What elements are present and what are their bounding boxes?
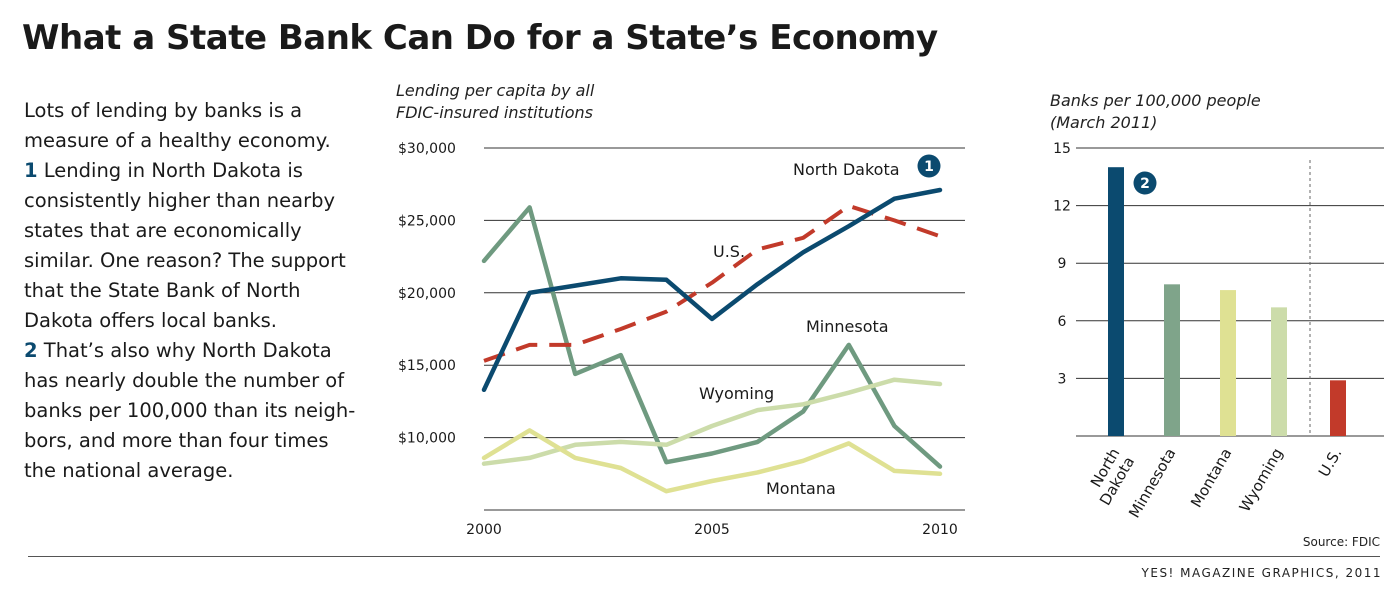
bar-chart-ytick-label: 12	[1053, 199, 1071, 215]
bar-chart-subtitle-line-2: (March 2011)	[1050, 113, 1158, 132]
line-chart-callout-number: 1	[924, 159, 934, 175]
line-chart-subtitle-line-2: FDIC-insured institutions	[396, 103, 593, 122]
line-chart-callout-circle	[917, 154, 941, 178]
bar-wyoming	[1271, 307, 1287, 436]
intro-line: the national average.	[24, 456, 364, 486]
bar-chart-ytick-label: 15	[1053, 141, 1071, 157]
line-chart-ytick-label: $10,000	[398, 431, 456, 447]
intro-line: states that are economically	[24, 216, 364, 246]
intro-callout-number: 2	[24, 339, 38, 362]
intro-line: Lots of lending by banks is a	[24, 96, 364, 126]
bar-chart-subtitle-line-1: Banks per 100,000 people	[1050, 91, 1261, 110]
line-chart-ytick-label: $15,000	[398, 358, 456, 374]
credit-line: YES! MAGAZINE GRAPHICS, 2011	[1141, 566, 1382, 580]
bar-chart-callout: 2	[1133, 171, 1157, 195]
series-label-montana: Montana	[766, 479, 836, 498]
line-series-minnesota	[481, 205, 943, 469]
intro-line-text: That’s also why North Dakota	[37, 339, 332, 362]
intro-line: banks per 100,000 than its neigh-	[24, 396, 364, 426]
bar-chart-callout-number: 2	[1140, 176, 1150, 192]
bar-category-label: NorthDakota	[1081, 445, 1138, 509]
bar-category-label-line: Minnesota	[1125, 445, 1179, 521]
intro-line-text: has nearly double the number of	[24, 369, 345, 392]
footer-divider	[28, 556, 1380, 557]
bar-category-label-line: Montana	[1187, 445, 1235, 511]
line-chart-subtitle-line-1: Lending per capita by all	[396, 81, 595, 100]
bar-category-label: U.S.	[1315, 445, 1346, 480]
intro-line-text: that the State Bank of North	[24, 279, 301, 302]
line-chart-ytick-label: $25,000	[398, 213, 456, 229]
line-chart-ytick-label: $30,000	[398, 141, 456, 157]
series-label-minnesota: Minnesota	[806, 317, 889, 336]
line-chart-xtick-label: 2000	[466, 522, 502, 538]
bar-chart-callout-circle	[1133, 171, 1157, 195]
bar-category-label: Minnesota	[1125, 445, 1179, 521]
intro-line-text: Dakota offers local banks.	[24, 309, 277, 332]
intro-line: consistently higher than nearby	[24, 186, 364, 216]
intro-line-text: bors, and more than four times	[24, 429, 329, 452]
bar-chart-subtitle: Banks per 100,000 people (March 2011)	[1050, 90, 1261, 134]
intro-line: bors, and more than four times	[24, 426, 364, 456]
bar-chart-ytick-label: 6	[1058, 314, 1067, 330]
source-note: Source: FDIC	[1302, 535, 1380, 549]
intro-line-text: consistently higher than nearby	[24, 189, 336, 212]
intro-line: Dakota offers local banks.	[24, 306, 364, 336]
intro-line-text: similar. One reason? The support	[24, 249, 346, 272]
line-chart-xtick-label: 2010	[922, 522, 958, 538]
page-title: What a State Bank Can Do for a State’s E…	[22, 18, 938, 58]
line-series-north-dakota	[481, 187, 943, 393]
intro-text: Lots of lending by banks is a measure of …	[24, 96, 364, 486]
series-label-us: U.S.	[713, 242, 745, 261]
intro-line: measure of a healthy economy.	[24, 126, 364, 156]
bar-minnesota	[1164, 284, 1180, 436]
intro-line-text: banks per 100,000 than its neigh-	[24, 399, 356, 422]
bar-category-label-line: U.S.	[1315, 445, 1346, 480]
intro-line: that the State Bank of North	[24, 276, 364, 306]
series-label-north-dakota: North Dakota	[793, 160, 900, 179]
bar-north-dakota	[1108, 167, 1124, 436]
intro-line-text: states that are economically	[24, 219, 302, 242]
series-label-wyoming: Wyoming	[699, 384, 774, 403]
line-series-u-s	[483, 203, 941, 363]
intro-line-text: measure of a healthy economy.	[24, 129, 331, 152]
line-chart-xtick-label: 2005	[694, 522, 730, 538]
bar-u-s	[1330, 380, 1346, 436]
line-chart-subtitle: Lending per capita by all FDIC-insured i…	[396, 80, 594, 124]
bar-montana	[1220, 290, 1236, 436]
bar-category-label: Wyoming	[1236, 445, 1287, 515]
line-chart-ytick-label: $20,000	[398, 286, 456, 302]
bar-category-label: Montana	[1187, 445, 1235, 511]
bar-category-label-line: Wyoming	[1236, 445, 1287, 515]
intro-callout-number: 1	[24, 159, 38, 182]
bar-chart-ytick-label: 9	[1058, 256, 1067, 272]
intro-line: 2 That’s also why North Dakota	[24, 336, 364, 366]
bar-chart-ytick-label: 3	[1058, 371, 1067, 387]
line-chart: $30,000 $25,000 $20,000 $15,000 $10,000 2000 2…	[398, 141, 965, 538]
intro-line: 1 Lending in North Dakota is	[24, 156, 364, 186]
intro-line-text: the national average.	[24, 459, 234, 482]
intro-line-text: Lending in North Dakota is	[37, 159, 303, 182]
intro-line-text: Lots of lending by banks is a	[24, 99, 303, 122]
intro-line: similar. One reason? The support	[24, 246, 364, 276]
intro-line: has nearly double the number of	[24, 366, 364, 396]
line-series-montana	[481, 428, 943, 494]
line-chart-callout: 1	[917, 154, 941, 178]
